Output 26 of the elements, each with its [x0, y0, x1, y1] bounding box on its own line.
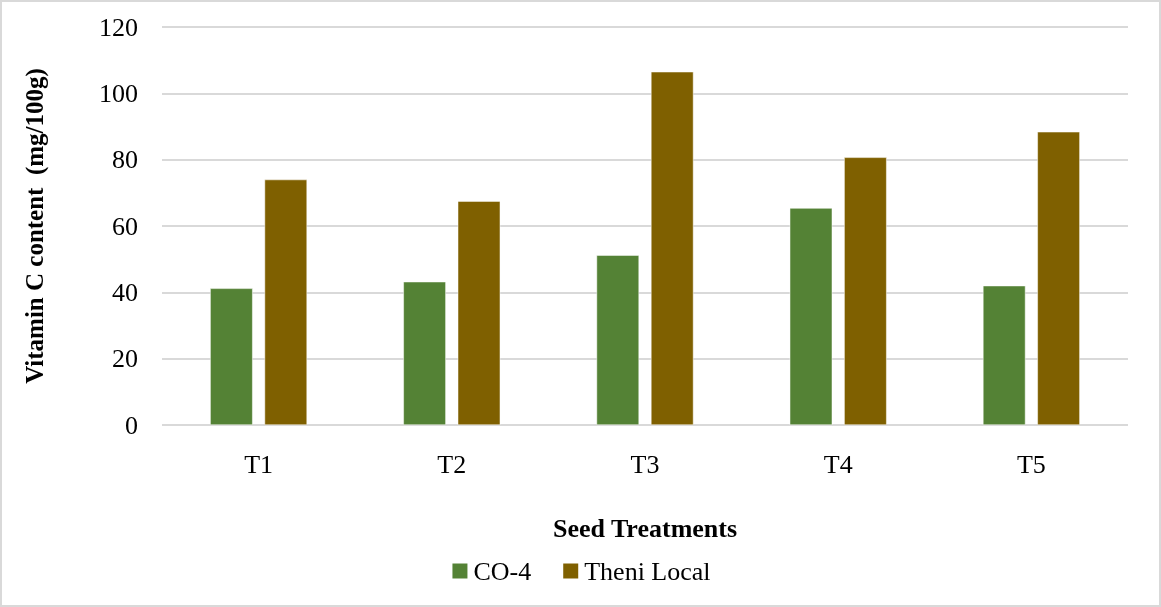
y-tick-label: 100 [99, 78, 138, 108]
bar [982, 285, 1026, 425]
x-tick-label: T5 [1016, 449, 1046, 479]
x-tick-label: T4 [823, 449, 853, 479]
bar [403, 281, 446, 425]
x-tick-label: T2 [437, 449, 467, 479]
x-axis-title: Seed Treatments [552, 513, 738, 543]
y-tick-label: 0 [125, 410, 138, 440]
y-tick-label: 40 [112, 277, 138, 307]
legend-label: CO-4 [473, 556, 532, 586]
bar [844, 157, 887, 425]
y-tick-label: 120 [99, 12, 138, 42]
y-tick-label: 60 [112, 211, 138, 241]
bar [596, 255, 640, 425]
y-tick-label: 20 [112, 344, 138, 374]
x-tick-label: T1 [244, 449, 274, 479]
x-tick-label: T3 [630, 449, 660, 479]
y-axis-title: Vitamin C content (mg/100g) [21, 68, 49, 384]
bar [1037, 131, 1080, 425]
bar [264, 179, 308, 425]
y-tick-label: 80 [112, 145, 138, 175]
bar [210, 288, 253, 425]
bar [650, 71, 694, 425]
legend-label: Theni Local [584, 556, 711, 586]
bar [789, 208, 833, 425]
bar [457, 201, 501, 425]
